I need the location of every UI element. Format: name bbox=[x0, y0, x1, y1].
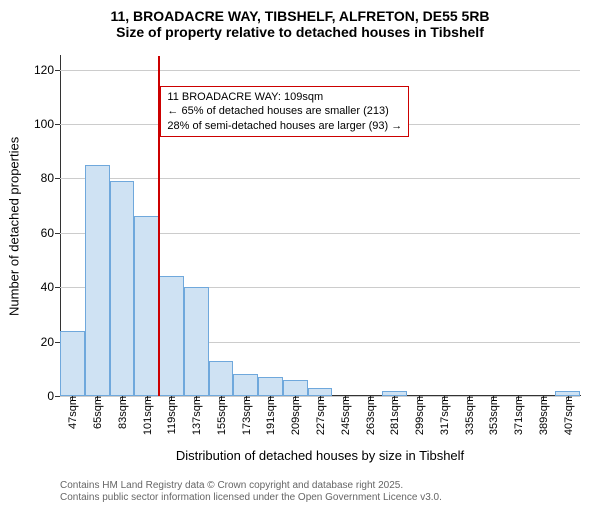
xtick-label: 47sqm bbox=[65, 396, 79, 429]
xtick-label: 209sqm bbox=[288, 396, 302, 435]
xtick-label: 155sqm bbox=[214, 396, 228, 435]
xtick-label: 191sqm bbox=[263, 396, 277, 435]
histogram-bar bbox=[159, 276, 184, 396]
xtick-label: 83sqm bbox=[115, 396, 129, 429]
xtick-label: 227sqm bbox=[313, 396, 327, 435]
chart-title-subtitle: Size of property relative to detached ho… bbox=[0, 24, 600, 40]
xtick-label: 317sqm bbox=[437, 396, 451, 435]
annotation-box: 11 BROADACRE WAY: 109sqm← 65% of detache… bbox=[160, 86, 409, 137]
histogram-bar bbox=[184, 287, 209, 396]
footer-attribution: Contains HM Land Registry data © Crown c… bbox=[60, 480, 442, 504]
ytick-label: 100 bbox=[34, 117, 60, 131]
xtick-label: 371sqm bbox=[511, 396, 525, 435]
histogram-bar bbox=[110, 181, 135, 396]
xtick-label: 263sqm bbox=[363, 396, 377, 435]
xtick-label: 137sqm bbox=[189, 396, 203, 435]
histogram-bar bbox=[134, 216, 159, 396]
reference-line bbox=[158, 56, 160, 396]
annotation-line1: 11 BROADACRE WAY: 109sqm bbox=[167, 90, 402, 104]
histogram-bar bbox=[209, 361, 234, 396]
xtick-label: 389sqm bbox=[536, 396, 550, 435]
xtick-label: 353sqm bbox=[486, 396, 500, 435]
y-axis-label: Number of detached properties bbox=[7, 137, 22, 316]
xtick-label: 173sqm bbox=[239, 396, 253, 435]
ytick-label: 40 bbox=[41, 280, 60, 294]
histogram-bar bbox=[60, 331, 85, 396]
ytick-label: 120 bbox=[34, 63, 60, 77]
ytick-label: 60 bbox=[41, 226, 60, 240]
xtick-label: 245sqm bbox=[338, 396, 352, 435]
xtick-label: 65sqm bbox=[90, 396, 104, 429]
xtick-label: 119sqm bbox=[164, 396, 178, 434]
annotation-line2: ← 65% of detached houses are smaller (21… bbox=[167, 104, 402, 118]
footer-line1: Contains HM Land Registry data © Crown c… bbox=[60, 480, 442, 492]
gridline bbox=[60, 70, 580, 71]
ytick-label: 80 bbox=[41, 171, 60, 185]
histogram-bar bbox=[283, 380, 308, 396]
footer-line2: Contains public sector information licen… bbox=[60, 492, 442, 504]
x-axis-label: Distribution of detached houses by size … bbox=[60, 448, 580, 463]
histogram-bar bbox=[233, 374, 258, 396]
histogram-plot: 02040608010012047sqm65sqm83sqm101sqm119s… bbox=[60, 56, 580, 396]
ytick-label: 0 bbox=[47, 389, 60, 403]
gridline bbox=[60, 178, 580, 179]
chart-title-address: 11, BROADACRE WAY, TIBSHELF, ALFRETON, D… bbox=[0, 8, 600, 24]
xtick-label: 101sqm bbox=[140, 396, 154, 435]
annotation-line3: 28% of semi-detached houses are larger (… bbox=[167, 119, 402, 133]
xtick-label: 281sqm bbox=[387, 396, 401, 435]
ytick-label: 20 bbox=[41, 335, 60, 349]
histogram-bar bbox=[308, 388, 333, 396]
histogram-bar bbox=[85, 165, 110, 396]
histogram-bar bbox=[258, 377, 283, 396]
xtick-label: 299sqm bbox=[412, 396, 426, 435]
xtick-label: 407sqm bbox=[561, 396, 575, 435]
xtick-label: 335sqm bbox=[462, 396, 476, 435]
